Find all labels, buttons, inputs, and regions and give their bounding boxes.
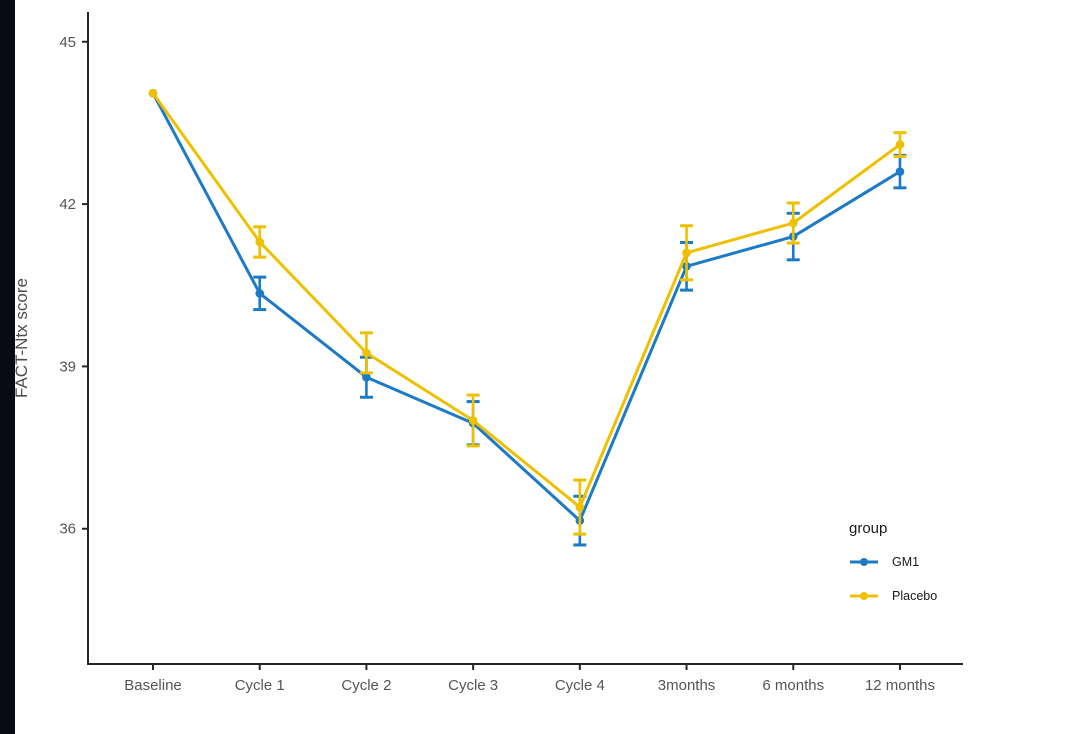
data-point	[575, 502, 585, 512]
x-tick-label: Baseline	[124, 677, 182, 694]
x-tick-label: 6 months	[762, 677, 824, 694]
legend: group GM1 Placebo	[849, 520, 937, 613]
series-line	[151, 91, 902, 523]
legend-label-placebo: Placebo	[892, 589, 938, 603]
x-tick-label: Cycle 4	[555, 677, 605, 694]
series-line	[151, 91, 902, 509]
data-point	[895, 140, 905, 149]
data-point	[362, 372, 371, 382]
y-tick-label: 39	[59, 358, 76, 375]
left-edge-bar	[0, 0, 15, 734]
x-tick-label: Cycle 1	[235, 677, 285, 694]
y-tick-label: 42	[59, 196, 76, 213]
data-point	[788, 218, 798, 228]
y-tick-label: 45	[59, 34, 76, 51]
data-point	[468, 416, 478, 425]
legend-item-placebo: Placebo	[849, 579, 937, 613]
y-tick-label: 36	[59, 521, 76, 538]
data-point	[682, 248, 691, 258]
data-point	[148, 88, 158, 98]
x-tick-label: 3months	[658, 677, 716, 694]
data-point	[895, 167, 905, 176]
series-placebo	[148, 88, 907, 536]
series-gm1	[148, 88, 907, 547]
x-tick-label: 12 months	[865, 677, 935, 694]
x-tick-label: Cycle 2	[341, 677, 391, 694]
placebo-line-marker-icon	[850, 592, 878, 600]
legend-item-gm1: GM1	[849, 545, 937, 579]
legend-title: group	[849, 520, 888, 537]
legend-label-gm1: GM1	[892, 555, 920, 569]
data-point	[255, 289, 265, 298]
data-point	[255, 237, 265, 247]
x-tick-label: Cycle 3	[448, 677, 498, 694]
gm1-line-marker-icon	[850, 558, 878, 566]
data-point	[362, 348, 371, 358]
